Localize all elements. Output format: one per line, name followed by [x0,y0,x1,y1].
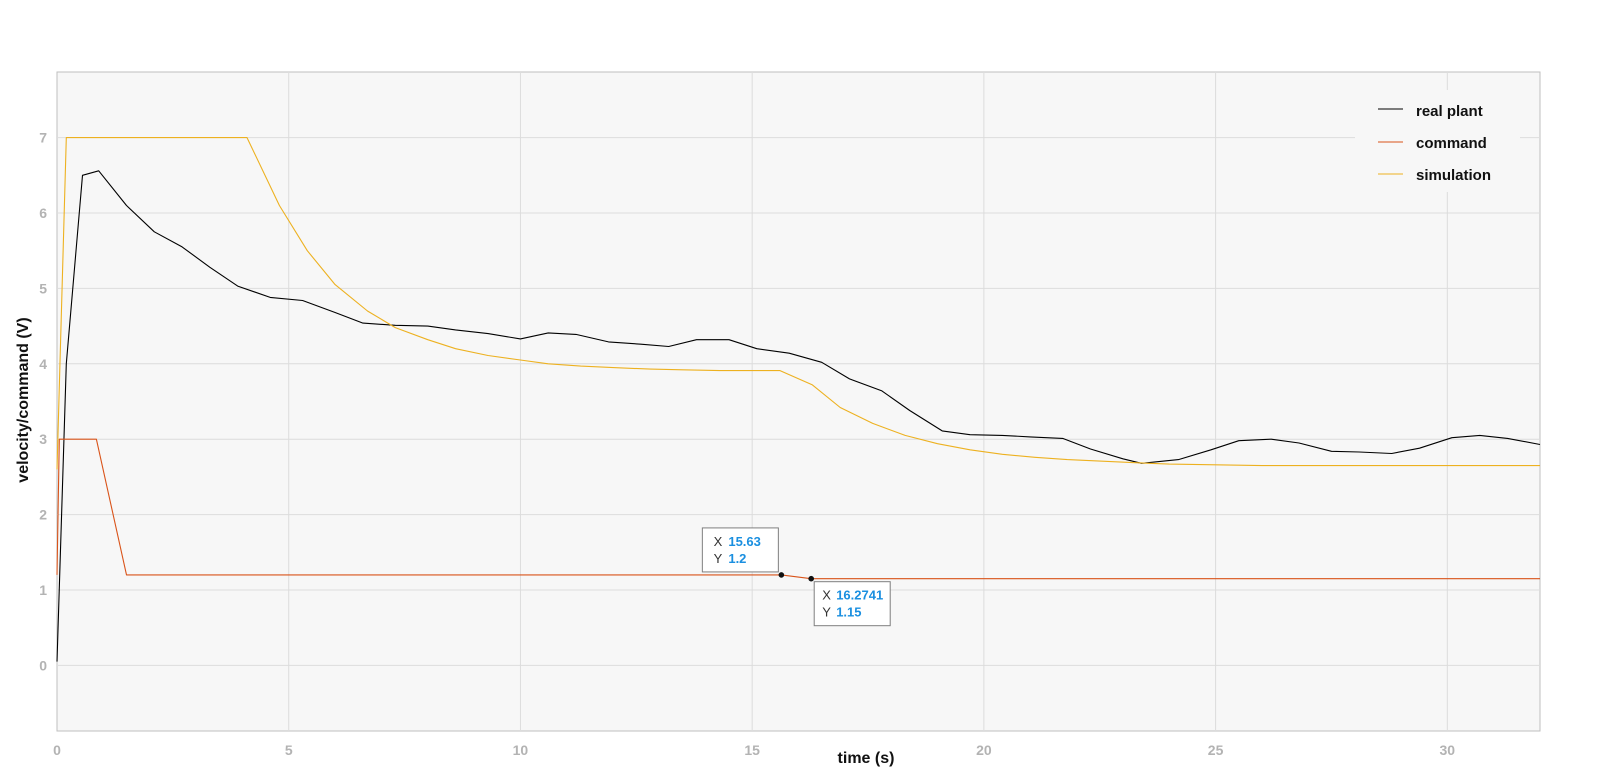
x-axis-label: time (s) [838,750,895,767]
legend[interactable]: real plant command simulation [1355,90,1520,192]
legend-label-simulation: simulation [1416,167,1491,184]
x-tick-label: 10 [513,742,529,758]
datatip-x-key: X [714,534,723,549]
datatip-box [813,581,891,627]
y-tick-label: 4 [39,356,47,372]
datatip-x-value: 16.2741 [836,588,883,603]
axis-ticks: 0 5 10 15 20 25 30 0 1 2 3 4 5 6 7 [39,130,1455,758]
legend-box [1355,90,1520,192]
x-tick-label: 5 [285,742,293,758]
y-tick-label: 6 [39,205,47,221]
datatip-marker[interactable] [778,572,785,578]
datatip-box [701,527,779,573]
datatip-y-key: Y [714,551,723,566]
legend-item-real-plant[interactable]: real plant [1378,103,1483,120]
y-tick-label: 0 [39,657,47,673]
y-tick-label: 7 [39,130,47,146]
datatip-x-value: 15.63 [728,534,761,549]
x-tick-label: 25 [1208,742,1224,758]
y-tick-label: 2 [39,507,47,523]
datatip-2[interactable]: X 16.2741 Y 1.15 [808,575,891,627]
y-tick-label: 3 [39,431,47,447]
datatip-1[interactable]: X 15.63 Y 1.2 [701,527,785,578]
datatip-y-value: 1.15 [836,605,861,620]
x-tick-label: 15 [744,742,760,758]
x-tick-label: 30 [1440,742,1456,758]
x-tick-label: 0 [53,742,61,758]
legend-item-command[interactable]: command [1378,135,1487,152]
series-line-simulation [56,137,1540,470]
datatip-y-value: 1.2 [728,551,746,566]
datatip-y-key: Y [822,605,831,620]
legend-label-real-plant: real plant [1416,103,1483,120]
x-tick-label: 20 [976,742,992,758]
datatip-marker[interactable] [808,575,815,582]
y-tick-label: 1 [39,582,47,598]
legend-item-simulation[interactable]: simulation [1378,167,1491,184]
legend-label-command: command [1416,135,1487,152]
y-tick-label: 5 [39,280,47,296]
series-line-real-plant [56,170,1541,662]
datatip-x-key: X [822,588,831,603]
y-axis-label: velocity/command (V) [15,317,32,482]
plot-area [56,71,1541,732]
datatips-layer[interactable]: X 15.63 Y 1.2 X 16.2741 Y 1.15 [701,527,891,627]
